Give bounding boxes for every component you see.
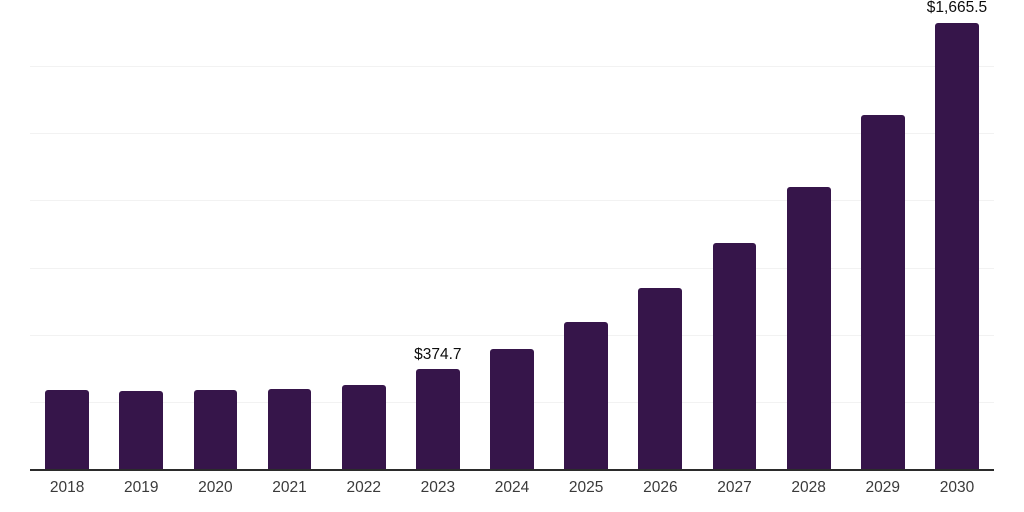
bar-column bbox=[475, 0, 549, 470]
bar-column: $1,665.5 bbox=[920, 0, 994, 470]
x-tick-label: 2028 bbox=[791, 479, 826, 496]
x-tick-label: 2029 bbox=[865, 479, 901, 496]
bar bbox=[415, 369, 460, 470]
x-tick-label: 2021 bbox=[272, 479, 307, 496]
x-tick-label: 2019 bbox=[123, 479, 159, 496]
bar bbox=[712, 243, 757, 470]
x-tick-label: 2026 bbox=[643, 479, 678, 496]
x-axis: 2018 2019 2020 2021 2022 2023 2024 2025 2026 2027… bbox=[30, 471, 994, 512]
bar-column bbox=[772, 0, 846, 470]
bar bbox=[341, 384, 386, 470]
bar-value-label: $1,665.5 bbox=[926, 0, 988, 17]
gridline bbox=[30, 200, 994, 202]
bar-column bbox=[30, 0, 104, 470]
gridline bbox=[30, 66, 994, 68]
bar bbox=[564, 322, 609, 470]
bar bbox=[45, 389, 89, 470]
x-tick-label: 2030 bbox=[939, 479, 975, 496]
bar-column bbox=[327, 0, 401, 470]
bar bbox=[119, 390, 164, 470]
bar bbox=[638, 288, 683, 470]
bar-column bbox=[104, 0, 178, 470]
x-tick-label: 2020 bbox=[198, 479, 233, 496]
x-tick-label: 2018 bbox=[49, 479, 85, 496]
bars-row: $374.7 $1,665.5 bbox=[30, 0, 994, 470]
bar bbox=[935, 22, 979, 470]
bar-column bbox=[846, 0, 920, 470]
bar-column bbox=[697, 0, 771, 470]
bar-column bbox=[178, 0, 252, 470]
x-tick-label: 2022 bbox=[346, 479, 381, 496]
bar-column bbox=[549, 0, 623, 470]
bar bbox=[267, 388, 312, 470]
gridline bbox=[30, 133, 994, 135]
x-tick-label: 2023 bbox=[420, 479, 456, 496]
bar bbox=[193, 390, 238, 470]
bar-value-label: $374.7 bbox=[414, 345, 462, 363]
bar bbox=[786, 187, 831, 470]
bar bbox=[490, 348, 534, 470]
bar-column bbox=[623, 0, 697, 470]
bar bbox=[860, 114, 905, 470]
plot-area: $374.7 $1,665.5 bbox=[30, 0, 994, 470]
bar-column bbox=[252, 0, 326, 470]
x-axis-line bbox=[30, 469, 994, 471]
x-tick-label: 2027 bbox=[717, 479, 752, 496]
gridline bbox=[30, 267, 994, 269]
x-tick-label: 2025 bbox=[568, 479, 604, 496]
gridline bbox=[30, 334, 994, 336]
bar-column: $374.7 bbox=[401, 0, 475, 470]
x-tick-label: 2024 bbox=[494, 479, 530, 496]
